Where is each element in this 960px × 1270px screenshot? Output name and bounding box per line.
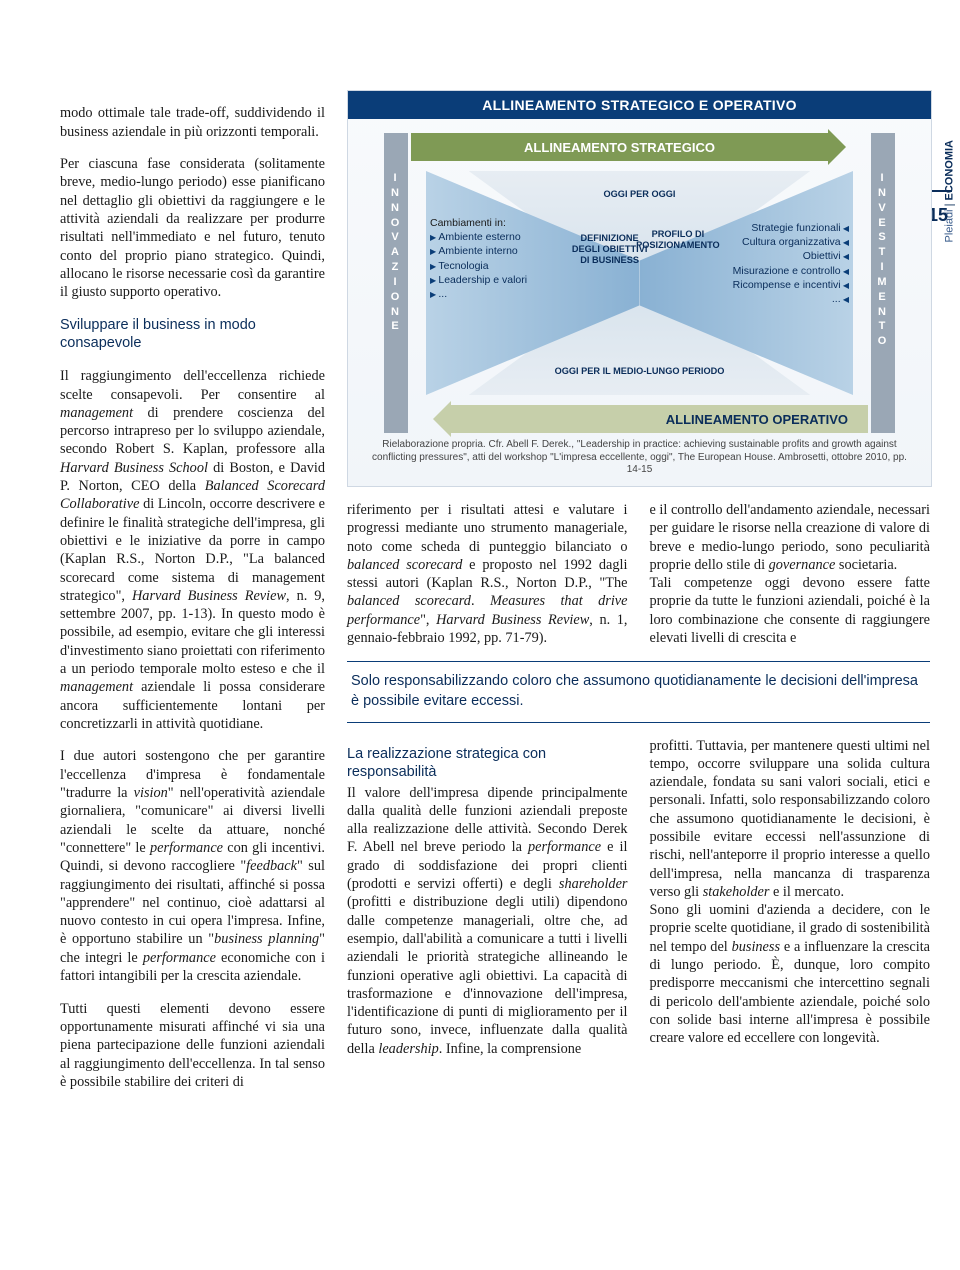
body-paragraph: Per ciascuna fase considerata (solitamen… [60,155,325,301]
body-paragraph: Il raggiungimento dell'eccellenza richie… [60,367,325,733]
diagram-pillar-right: INVESTIMENTO [871,133,895,433]
diagram-left-list: Cambiamenti in: Ambiente esterno Ambient… [430,216,527,301]
body-paragraph: Tutti questi elementi devono essere oppo… [60,1000,325,1091]
body-paragraph: riferimento per i risultati attesi e val… [347,501,628,647]
body-paragraph: profitti. Tuttavia, per mantenere questi… [650,737,931,902]
diagram-pillar-left: INNOVAZIONE [384,133,408,433]
body-column-mid: La realizzazione strategica con responsa… [347,737,628,1059]
pull-quote: Solo responsabilizzando coloro che assum… [347,661,930,722]
diagram-center: Cambiamenti in: Ambiente esterno Ambient… [426,171,853,395]
bottom-columns: La realizzazione strategica con responsa… [347,737,930,1059]
body-column-right: e il controllo dell'andamento aziendale,… [650,501,931,647]
diagram-caption: Rielaborazione propria. Cfr. Abell F. De… [348,433,931,487]
diagram-title: ALLINEAMENTO STRATEGICO E OPERATIVO [348,91,931,119]
body-column-left: modo ottimale tale trade-off, suddividen… [60,90,325,1105]
right-block: ALLINEAMENTO STRATEGICO E OPERATIVO INNO… [347,90,930,1105]
page: Pleiadi | ECONOMIA 15 modo ottimale tale… [0,0,960,1135]
body-column-right: profitti. Tuttavia, per mantenere questi… [650,737,931,1059]
subhead: Sviluppare il business in modo consapevo… [60,316,325,353]
body-paragraph: modo ottimale tale trade-off, suddividen… [60,104,325,141]
diagram: ALLINEAMENTO STRATEGICO E OPERATIVO INNO… [347,90,932,487]
diagram-band-bottom: ALLINEAMENTO OPERATIVO [451,405,868,433]
body-paragraph: e il controllo dell'andamento aziendale,… [650,501,931,574]
body-paragraph: Tali competenze oggi devono essere fatte… [650,574,931,647]
diagram-right-list: Strategie funzionali Cultura organizzati… [733,221,849,306]
body-paragraph: Sono gli uomini d'azienda a decidere, co… [650,901,931,1047]
body-column-mid: riferimento per i risultati attesi e val… [347,501,628,647]
diagram-label-mid-right: PROFILO DI POSIZIONAMENTO [631,229,725,251]
diagram-label-top: OGGI PER OGGI [426,189,853,200]
mid-columns: riferimento per i risultati attesi e val… [347,501,930,647]
body-paragraph: I due autori sostengono che per garantir… [60,747,325,985]
diagram-label-bottom: OGGI PER IL MEDIO-LUNGO PERIODO [426,366,853,377]
diagram-band-top: ALLINEAMENTO STRATEGICO [411,133,828,161]
subhead: La realizzazione strategica con responsa… [347,745,628,782]
body-paragraph: Il valore dell'impresa dipende principal… [347,784,628,1058]
diagram-body: INNOVAZIONE INVESTIMENTO ALLINEAMENTO ST… [366,133,913,433]
